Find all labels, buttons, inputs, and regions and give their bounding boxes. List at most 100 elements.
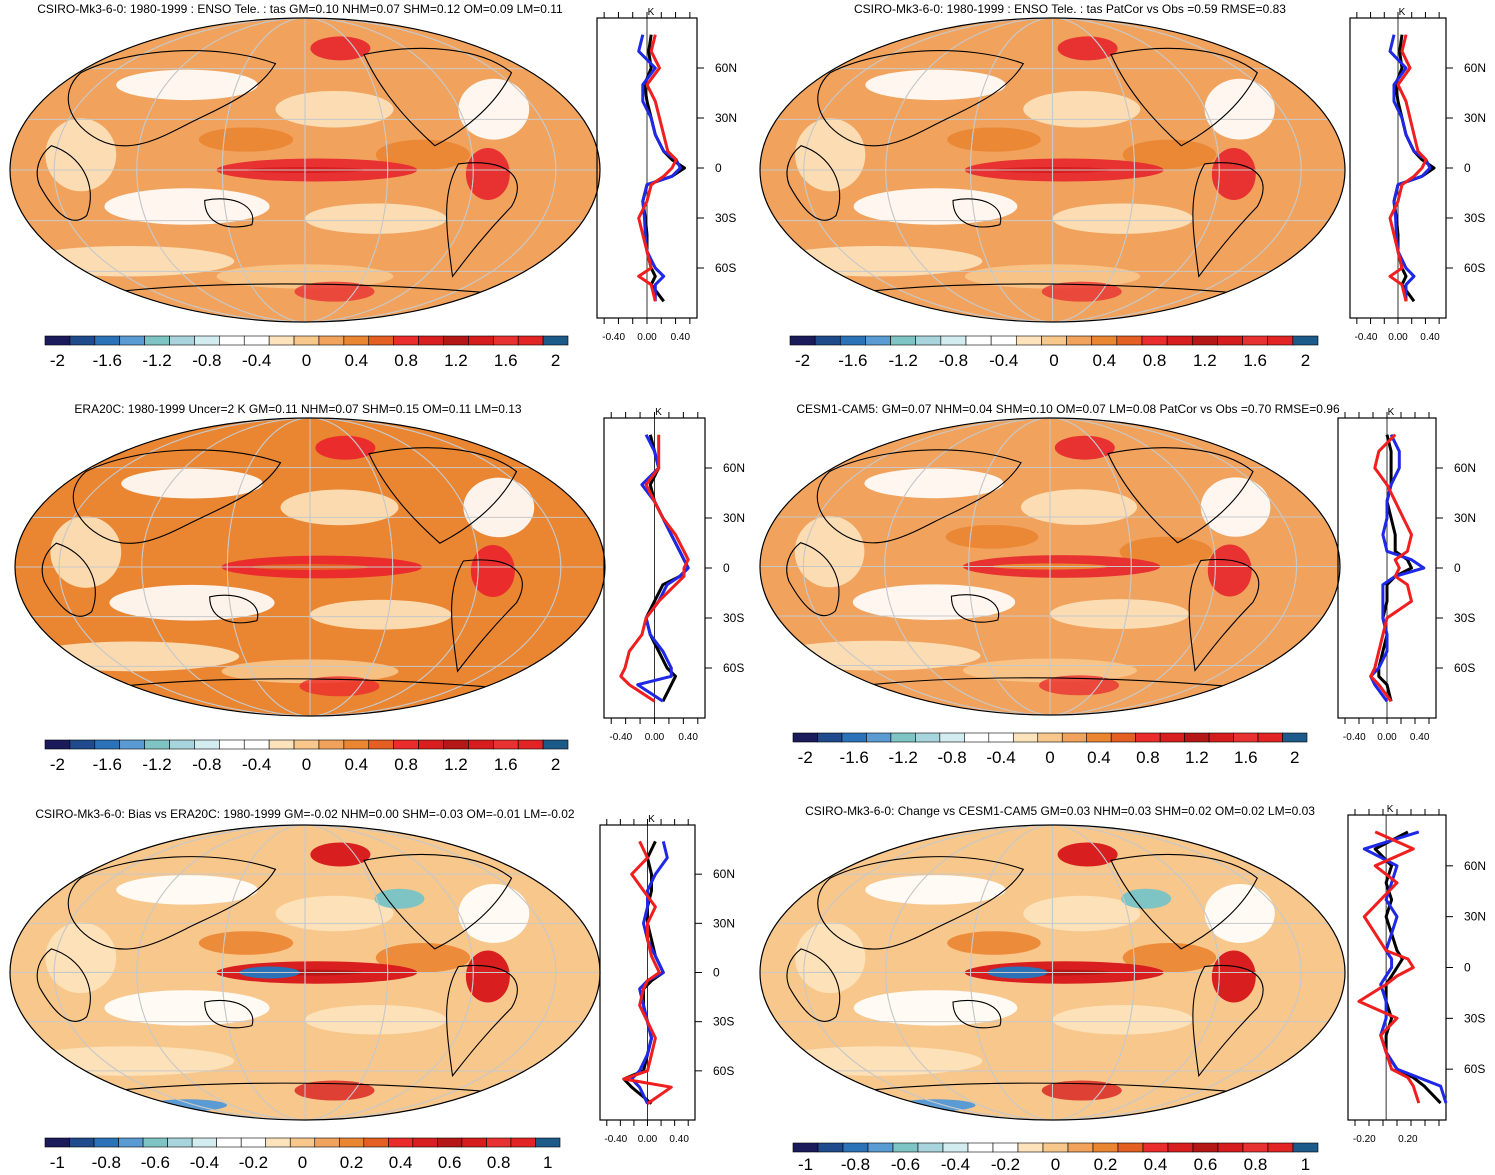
coastline	[1192, 965, 1264, 1078]
colorbar-swatch	[44, 739, 71, 750]
colorbar-tick-label: 0.6	[1194, 1155, 1218, 1174]
zonal-xtick-label: -0.20	[1353, 1134, 1376, 1145]
zonal-unit-label: K	[655, 407, 662, 418]
field-region	[275, 90, 394, 128]
colorbar-tick-label: -0.8	[92, 1153, 121, 1172]
colorbar-tick-label: -1.2	[142, 755, 171, 774]
colorbar-swatch	[1067, 1142, 1094, 1153]
zonal-xtick-label: -0.40	[1355, 332, 1378, 343]
zonal-mean-panel: K 60N 30N 0 30S 60S -0.40 0.00 0.40	[599, 814, 735, 1145]
arctic-anomaly	[1057, 36, 1118, 61]
map-field	[760, 825, 1345, 1120]
colorbar-tick-label: 0	[1051, 1155, 1060, 1174]
colorbar-swatch	[194, 739, 220, 750]
zonal-xtick-label: 0.00	[638, 1134, 658, 1145]
lat-tick-label: 60S	[715, 261, 736, 275]
colorbar: -1 -0.8 -0.6 -0.4 -0.2 0 0.2 0.4 0.6 0.8 1	[792, 1142, 1319, 1174]
colorbar: -2 -1.6 -1.2 -0.8 -0.4 0 0.4 0.8 1.2 1.6 2	[792, 732, 1308, 767]
field-region	[853, 188, 1018, 225]
colorbar-swatch	[1217, 1142, 1244, 1153]
colorbar-tick-label: 0	[298, 1153, 307, 1172]
colorbar-swatch	[468, 739, 494, 750]
colorbar-swatch	[388, 1137, 414, 1148]
colorbar-swatch	[1015, 335, 1042, 346]
colorbar-swatch	[69, 335, 96, 346]
colorbar-swatch	[318, 739, 345, 750]
lat-tick-label: 30N	[723, 511, 745, 525]
colorbar-tick-label: -1.6	[93, 351, 122, 370]
field-region	[116, 875, 258, 905]
panel-5: CSIRO-Mk3-6-0: Bias vs ERA20C: 1980-1999…	[9, 807, 735, 1172]
zonal-series-line	[1369, 434, 1426, 703]
field-region	[104, 990, 270, 1026]
colorbar-swatch	[535, 1137, 561, 1148]
field-region	[280, 489, 399, 526]
map-border	[759, 824, 1346, 1121]
colorbar-swatch	[1092, 1142, 1119, 1153]
colorbar-swatch	[119, 739, 145, 750]
colorbar-swatch	[866, 732, 892, 743]
field-region	[463, 477, 535, 538]
colorbar-tick-label: 0	[302, 755, 311, 774]
field-region	[375, 139, 471, 170]
coastline	[1188, 558, 1260, 672]
field-region	[375, 943, 471, 973]
colorbar-swatch	[194, 335, 220, 346]
field-region	[116, 69, 258, 101]
colorbar-swatch	[343, 335, 370, 346]
colorbar-swatch	[542, 739, 569, 750]
lat-tick-label: 30S	[1454, 611, 1475, 625]
colorbar-tick-label: 1.2	[444, 351, 468, 370]
lat-tick-label: 60N	[1464, 859, 1486, 873]
coastline	[204, 1000, 254, 1029]
coastline	[36, 145, 91, 221]
colorbar-tick-label: -2	[50, 351, 65, 370]
coastline	[786, 542, 840, 617]
zonal-series-line	[1357, 830, 1421, 1104]
meridian-gridline	[53, 825, 557, 1120]
field-region	[864, 468, 1004, 499]
colorbar-swatch	[1282, 732, 1308, 743]
colorbar-swatch	[69, 1137, 95, 1148]
field-region	[1204, 884, 1275, 943]
field-region	[458, 78, 530, 140]
antarctic-anomaly	[1039, 675, 1119, 696]
coastline	[363, 47, 513, 147]
colorbar-swatch	[461, 1137, 487, 1148]
lat-tick-label: 60N	[723, 461, 745, 475]
panel-6: CSIRO-Mk3-6-0: Change vs CESM1-CAM5 GM=0…	[759, 804, 1486, 1174]
zonal-xtick-label: -0.40	[609, 732, 632, 743]
coastline	[368, 447, 518, 544]
map-field	[760, 418, 1340, 715]
zonal-unit-label: K	[648, 7, 655, 18]
panel-4: CESM1-CAM5: GM=0.07 NHM=0.04 SHM=0.10 OM…	[759, 402, 1476, 767]
colorbar-swatch	[915, 732, 941, 743]
coastline	[204, 198, 254, 228]
lat-tick-label: 0	[1454, 561, 1461, 575]
colorbar-tick-label: 1.6	[1243, 351, 1267, 370]
zonal-xtick-label: 0.40	[669, 1134, 689, 1145]
arctic-anomaly	[315, 435, 376, 460]
colorbar-tick-label: 0.4	[344, 755, 368, 774]
colorbar-tick-label: 0.2	[1094, 1155, 1118, 1174]
amazon-anomaly	[465, 950, 510, 1003]
coastline	[1192, 162, 1264, 278]
colorbar-swatch	[1242, 1142, 1269, 1153]
coastline	[786, 948, 841, 1022]
colorbar-swatch	[1208, 732, 1234, 743]
colorbar-swatch	[542, 335, 569, 346]
lat-tick-label: 0	[723, 561, 730, 575]
lat-tick-label: 60S	[1464, 261, 1485, 275]
amazon-anomaly	[1211, 148, 1256, 200]
lat-tick-label: 60S	[713, 1064, 734, 1078]
panel-title: CSIRO-Mk3-6-0: 1980-1999 : ENSO Tele. : …	[854, 2, 1286, 16]
zonal-xtick-label: -0.40	[1343, 732, 1366, 743]
cold-anomaly	[1121, 888, 1172, 909]
colorbar-swatch	[841, 732, 867, 743]
meridian-gridline	[136, 825, 474, 1120]
meridian-gridline	[221, 18, 389, 322]
colorbar-swatch	[437, 1137, 463, 1148]
coastline	[72, 449, 282, 544]
arctic-anomaly	[310, 842, 371, 867]
colorbar-swatch	[268, 335, 295, 346]
